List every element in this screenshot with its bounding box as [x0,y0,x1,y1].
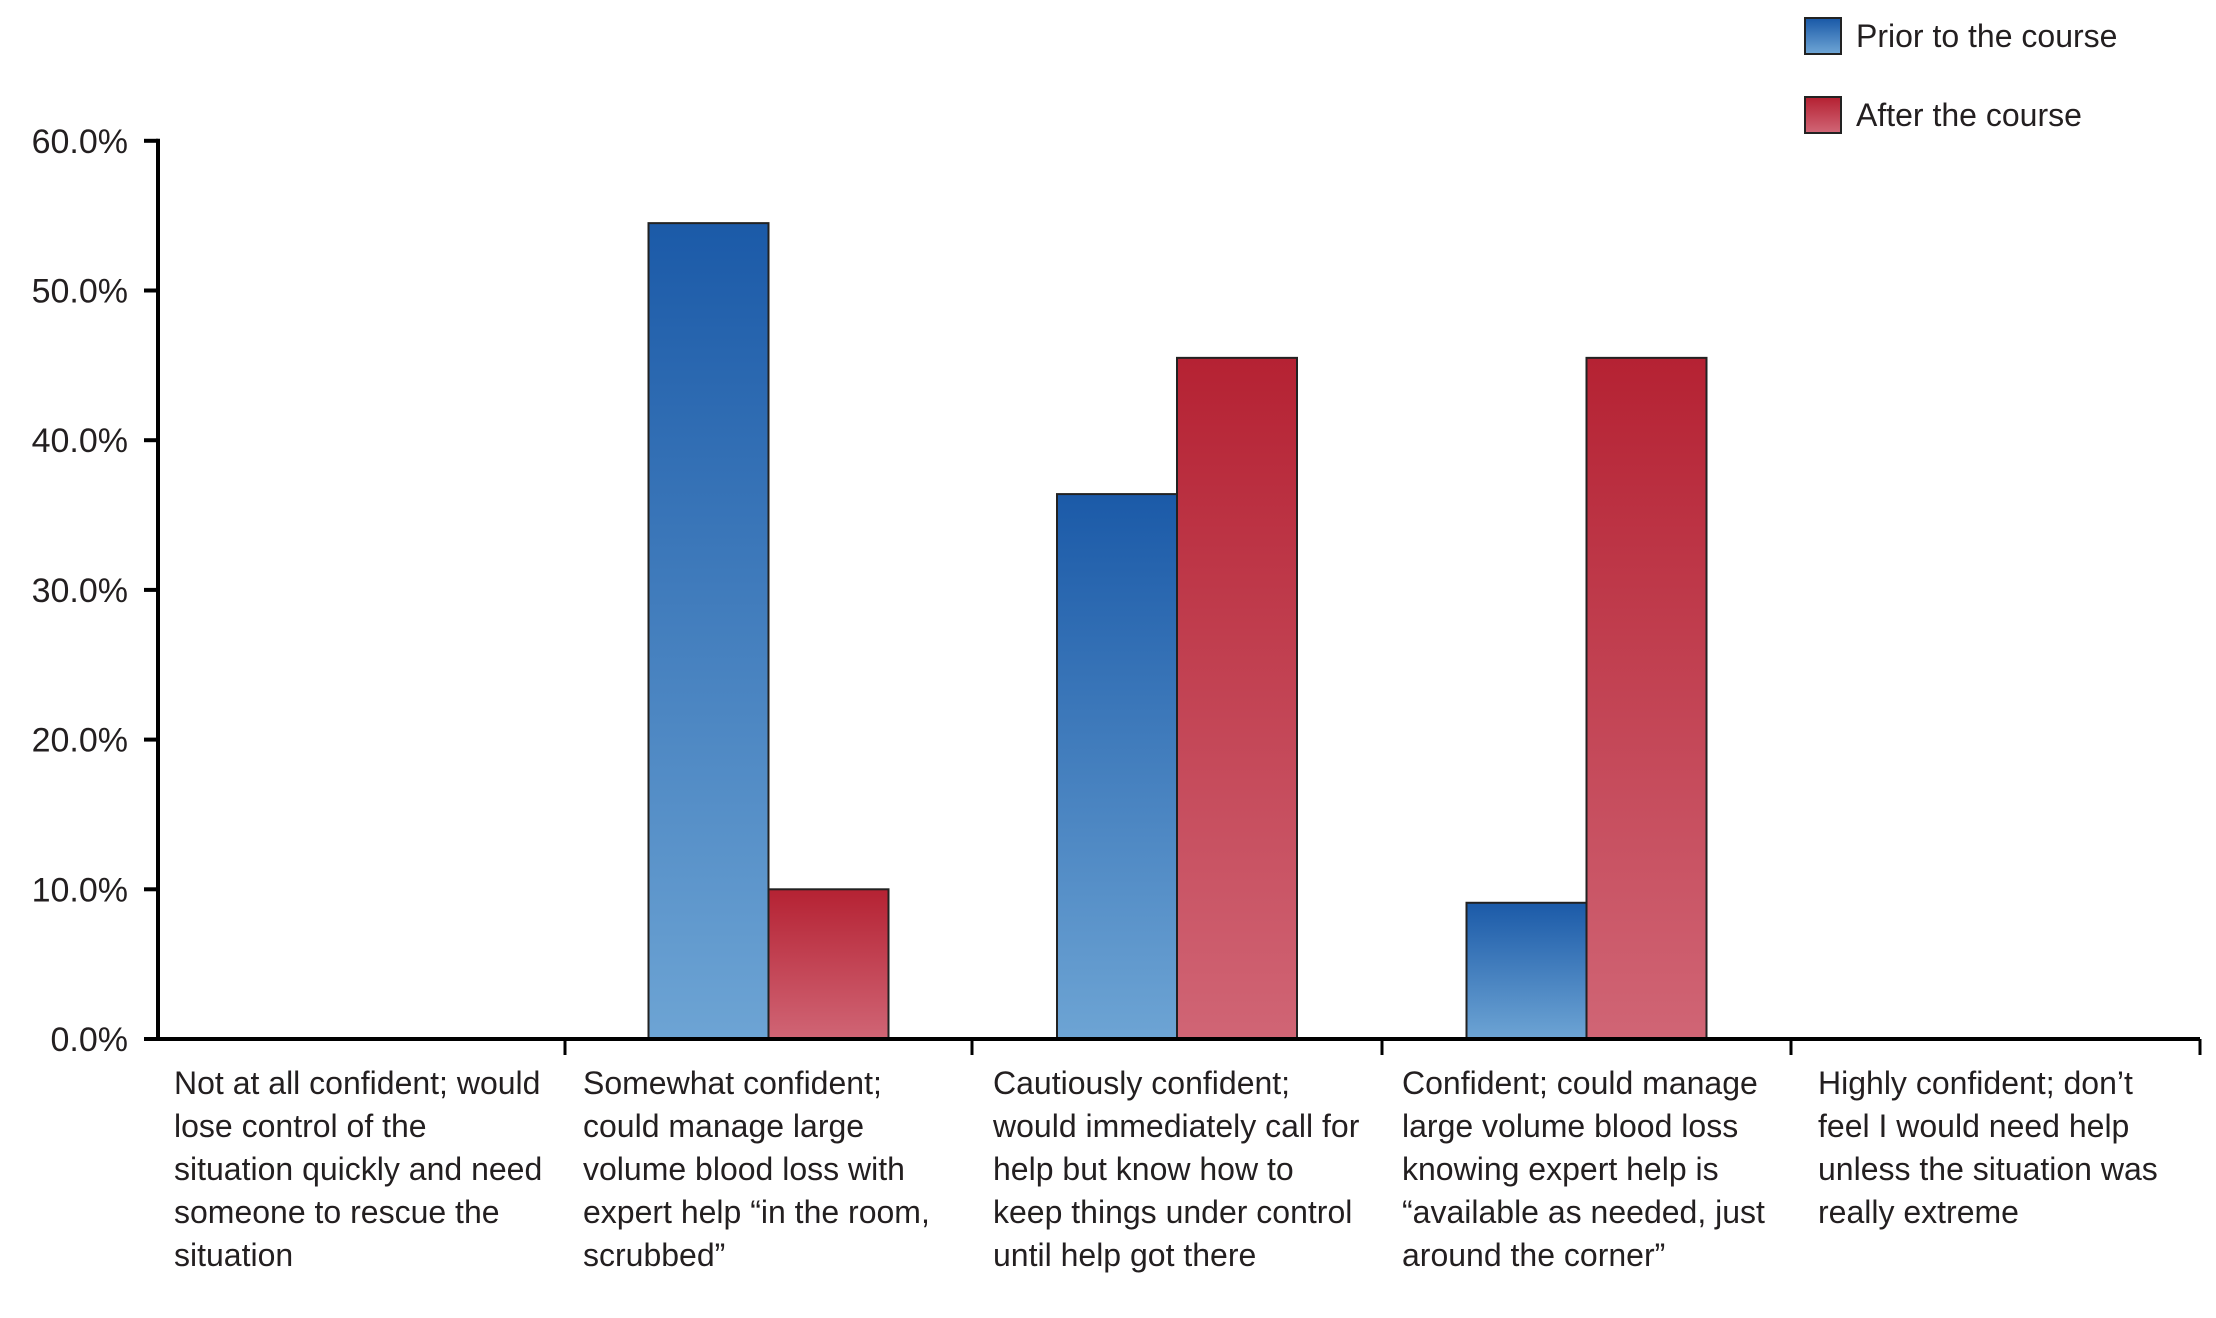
x-tick-label: Highly confident; don’t feel I would nee… [1818,1065,2158,1230]
bar-after [767,888,890,1040]
x-tick-label: Confident; could manage large volume blo… [1402,1065,1765,1273]
legend-swatch-after [1804,96,1842,134]
legend-swatch-prior [1804,17,1842,55]
y-tick-label: 60.0% [32,123,128,161]
legend-item-prior: Prior to the course [1804,14,2204,58]
x-tick-label: Somewhat confident; could manage large v… [583,1065,930,1273]
y-tick-label: 0.0% [51,1021,129,1059]
bar-prior [1465,901,1588,1041]
bar-after [1176,356,1298,1040]
x-tick-label: Cautiously confident; would immediately … [993,1065,1360,1273]
y-tick-label: 30.0% [32,572,128,610]
legend-label-after: After the course [1856,96,2082,133]
axes [144,138,2202,1055]
y-axis-ticks: 0.0% 10.0% 20.0% 30.0% 40.0% 50.0% 60.0% [32,123,158,1059]
y-tick-label: 20.0% [32,722,128,760]
bar-prior [1056,493,1178,1041]
y-tick-label: 40.0% [32,422,128,460]
y-tick-label: 10.0% [32,871,128,909]
bars [647,222,1708,1041]
bar-prior [647,222,770,1040]
y-tick-label: 50.0% [32,273,128,311]
x-tick-label: Not at all confident; would lose control… [174,1065,543,1273]
legend: Prior to the course After the course [1804,14,2204,172]
legend-label-prior: Prior to the course [1856,17,2118,54]
legend-item-after: After the course [1804,93,2204,137]
bar-after [1585,356,1708,1040]
